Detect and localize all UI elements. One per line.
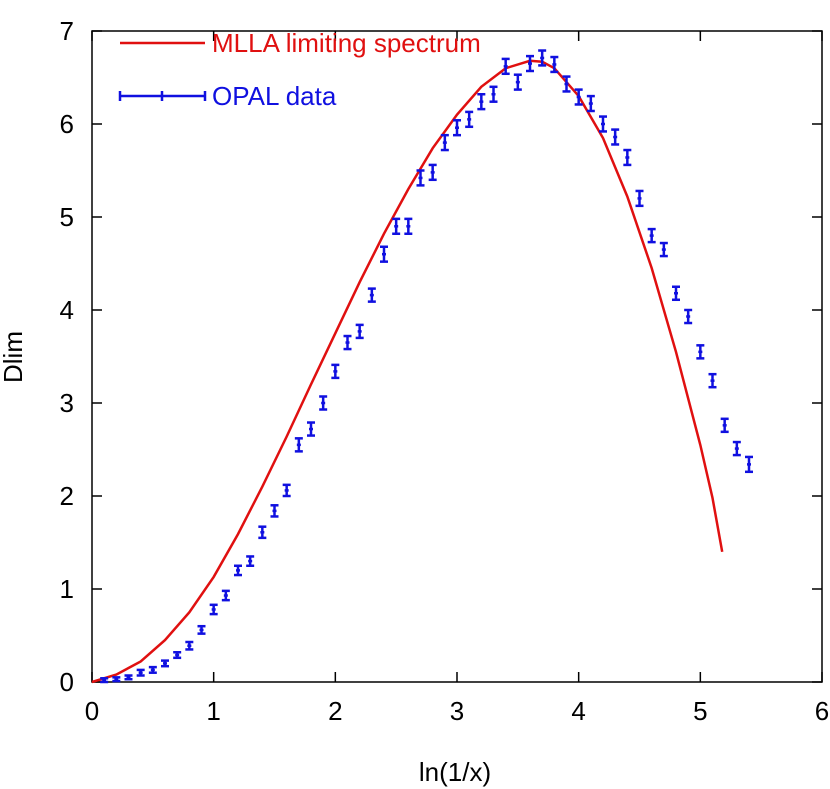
- data-point: [100, 677, 109, 684]
- y-tick-label: 0: [60, 667, 74, 697]
- y-tick-label: 5: [60, 202, 74, 232]
- data-point: [355, 323, 364, 340]
- y-tick-label: 7: [60, 16, 74, 46]
- legend-label-opal: OPAL data: [212, 81, 337, 111]
- x-tick-label: 4: [571, 696, 585, 726]
- x-tick-label: 6: [815, 696, 829, 726]
- mlla-curve: [91, 59, 724, 684]
- data-point: [501, 57, 510, 76]
- legend-swatch-opal: [118, 91, 207, 101]
- y-axis-title: Dlim: [0, 331, 28, 383]
- data-point: [586, 94, 595, 113]
- data-point: [282, 483, 291, 498]
- data-point: [635, 189, 644, 208]
- data-point: [477, 92, 486, 111]
- data-point: [696, 344, 705, 360]
- data-point: [574, 88, 583, 106]
- y-tick-label: 4: [60, 295, 74, 325]
- axis-ticks: [91, 30, 823, 683]
- data-point: [380, 245, 388, 263]
- data-point: [562, 75, 571, 93]
- data-point: [343, 334, 352, 351]
- y-tick-label: 6: [60, 109, 74, 139]
- data-point: [611, 128, 620, 146]
- data-point: [221, 589, 230, 602]
- data-point: [659, 241, 668, 258]
- x-tick-label: 5: [693, 696, 707, 726]
- data-point: [148, 665, 157, 674]
- x-tick-labels: 0 1 2 3 4 5 6: [85, 696, 829, 726]
- x-tick-label: 0: [85, 696, 99, 726]
- y-tick-label: 2: [60, 481, 74, 511]
- data-point: [489, 85, 498, 103]
- data-point: [161, 659, 169, 668]
- data-point: [307, 421, 315, 437]
- data-point: [745, 455, 753, 474]
- legend: MLLA limiting spectrum OPAL data: [118, 28, 481, 111]
- data-point: [465, 110, 474, 129]
- x-tick-label: 3: [450, 696, 464, 726]
- data-point: [599, 115, 607, 133]
- data-point: [708, 372, 717, 389]
- x-tick-label: 2: [328, 696, 342, 726]
- data-point: [294, 437, 303, 453]
- data-point: [623, 148, 632, 167]
- y-tick-label: 1: [60, 574, 74, 604]
- data-point: [319, 395, 328, 411]
- y-tick-label: 3: [60, 388, 74, 418]
- data-point: [209, 603, 218, 616]
- data-point: [513, 73, 522, 91]
- data-point: [392, 217, 401, 235]
- data-point: [246, 555, 255, 567]
- data-point: [173, 650, 182, 660]
- data-point: [136, 668, 145, 677]
- data-point: [331, 363, 340, 380]
- data-point: [720, 417, 729, 434]
- legend-label-mlla: MLLA limiting spectrum: [212, 28, 481, 58]
- data-point: [112, 676, 121, 683]
- data-point: [428, 163, 437, 182]
- data-point: [367, 287, 376, 303]
- y-tick-labels: 0 1 2 3 4 5 6 7: [60, 16, 74, 697]
- x-axis-title: ln(1/x): [419, 757, 491, 787]
- x-tick-label: 1: [206, 696, 220, 726]
- data-point: [258, 525, 267, 540]
- data-point: [647, 227, 656, 244]
- data-point: [440, 133, 449, 152]
- data-point: [197, 624, 206, 635]
- data-point: [234, 564, 242, 577]
- data-point: [732, 440, 741, 457]
- data-point: [404, 217, 413, 235]
- data-point: [124, 674, 133, 681]
- data-point: [672, 285, 680, 302]
- data-point: [453, 119, 461, 137]
- data-point: [538, 49, 547, 67]
- data-point: [185, 640, 194, 651]
- opal-data-points: [100, 49, 753, 684]
- data-point: [684, 308, 693, 325]
- data-point: [416, 169, 425, 187]
- data-point: [270, 504, 279, 518]
- data-point: [526, 54, 534, 73]
- data-point: [550, 55, 559, 74]
